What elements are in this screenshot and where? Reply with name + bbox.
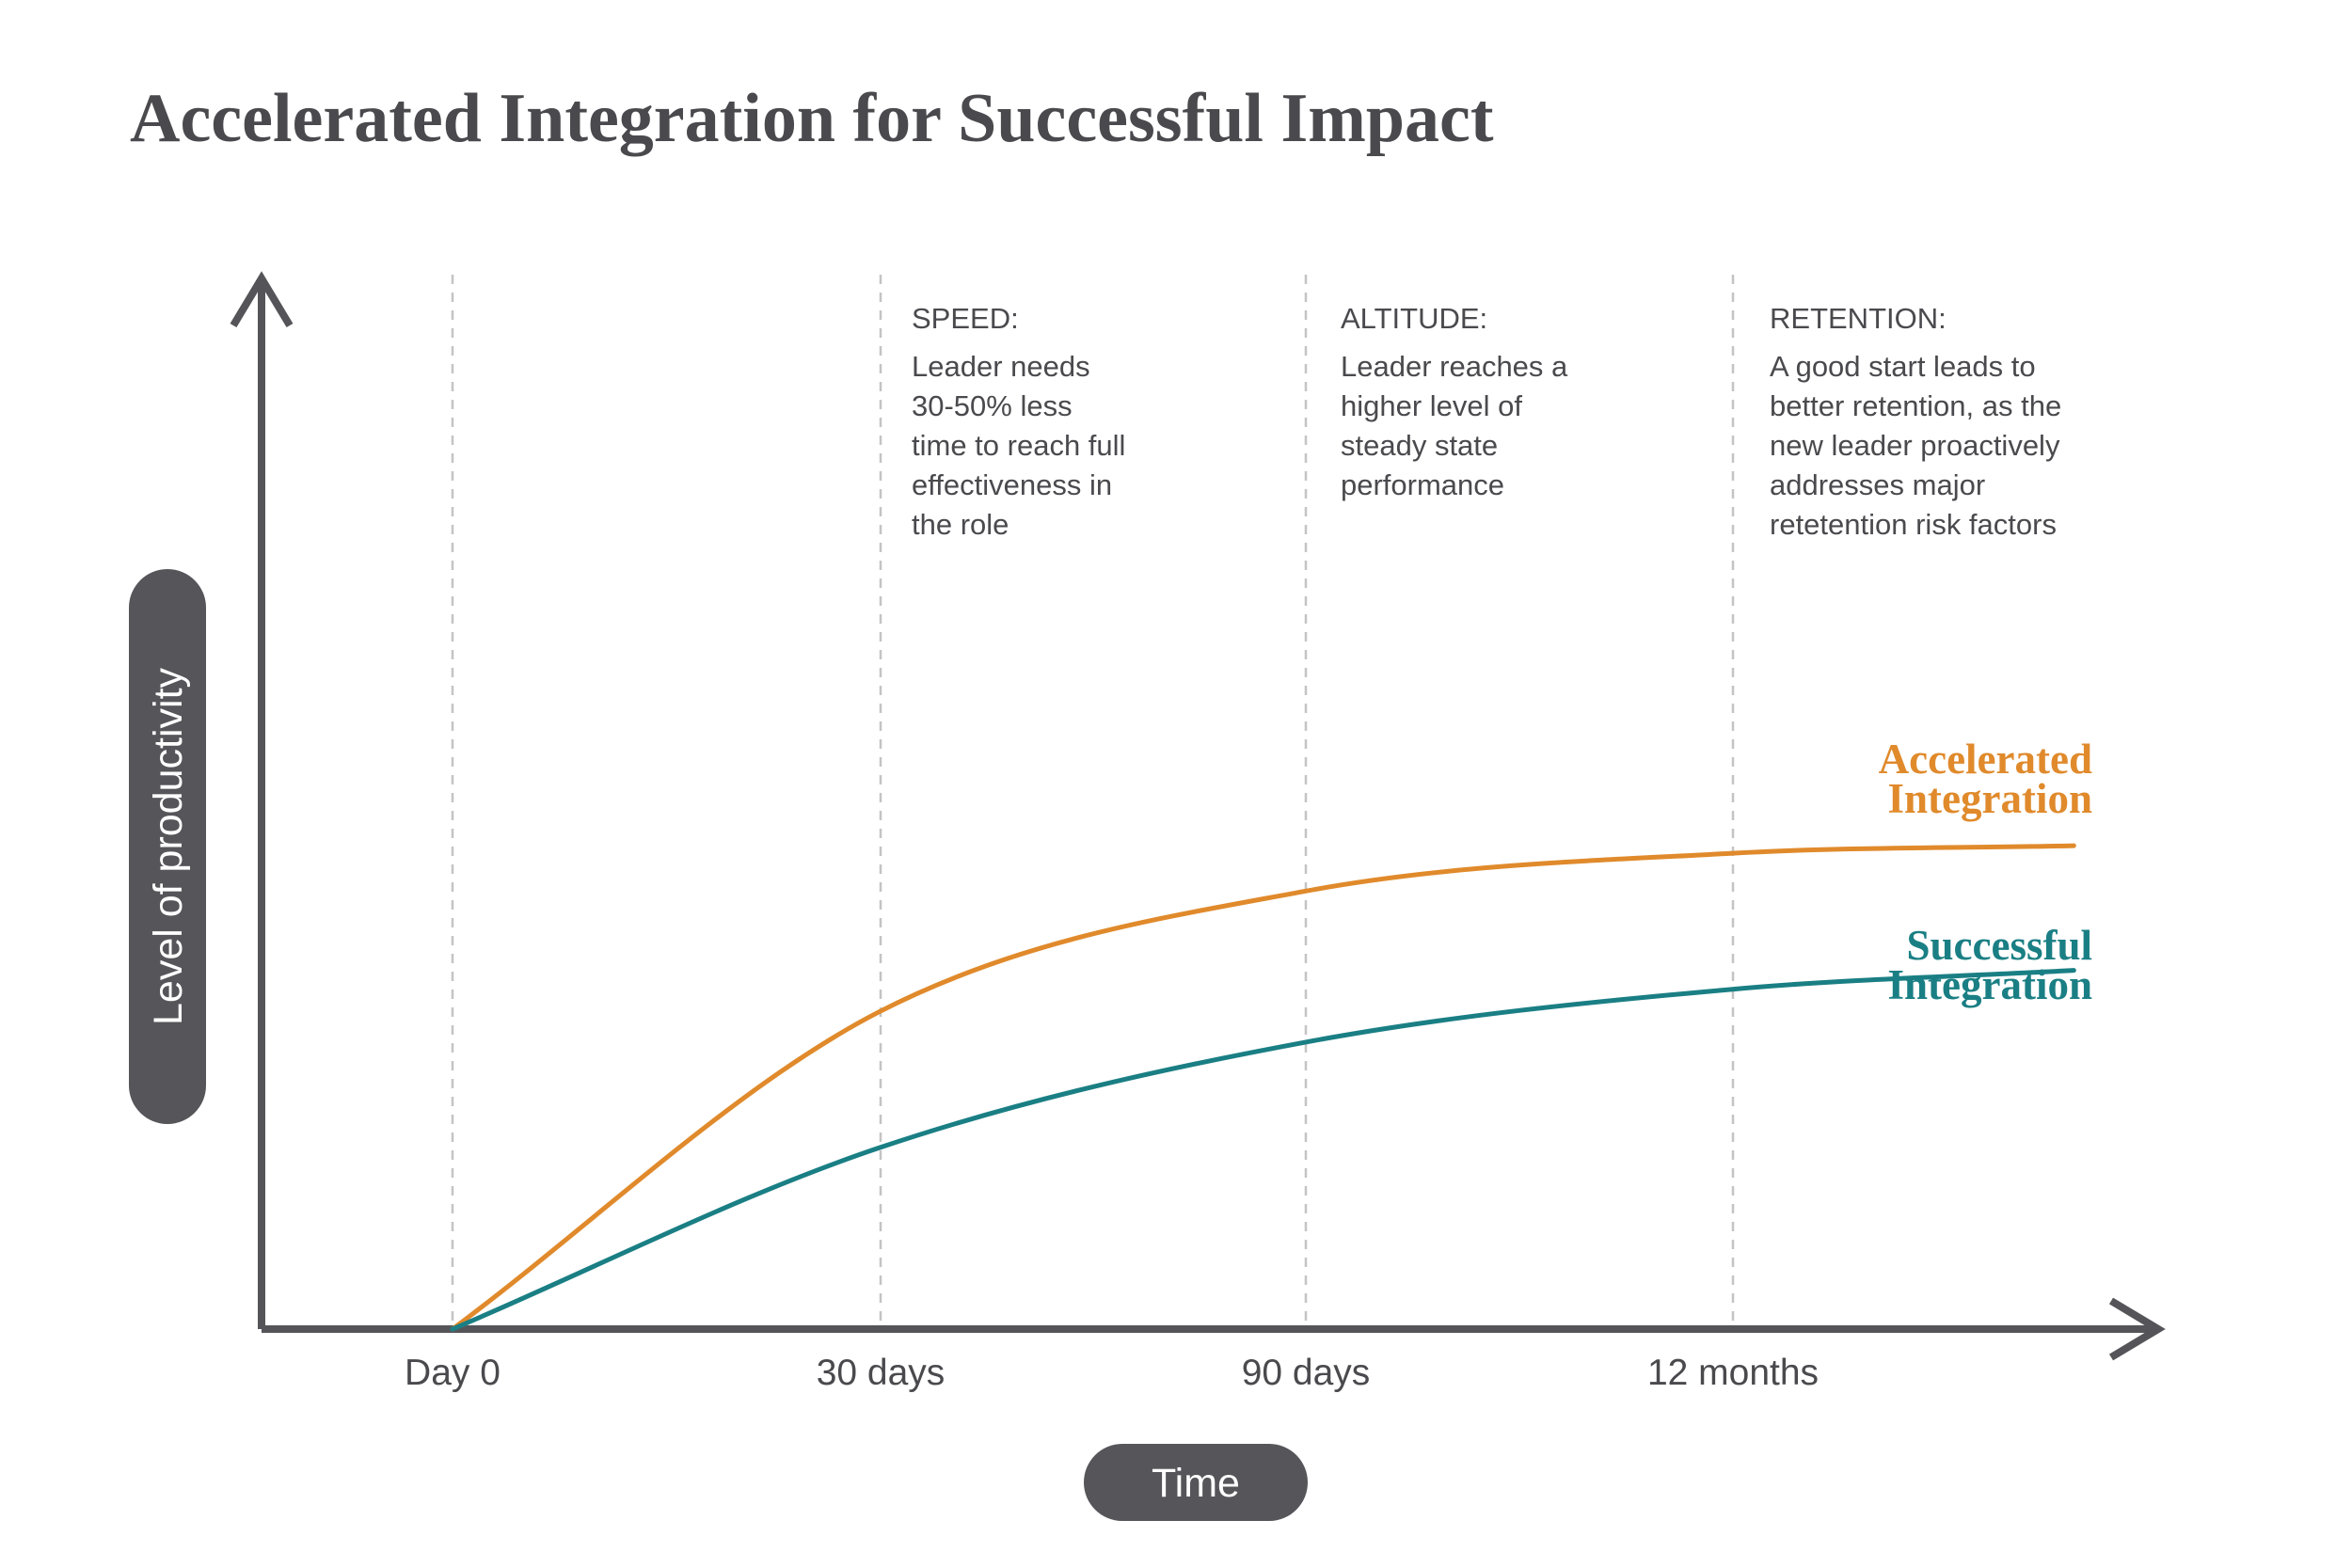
x-axis-arrowhead	[2108, 1297, 2166, 1361]
series-lines	[450, 843, 2076, 1332]
y-axis-label-pill: Level of productivity	[129, 569, 206, 1124]
annotation-line: 30-50% less	[912, 389, 1073, 422]
x-tick-labels: Day 0 30 days 90 days 12 months	[405, 1353, 1819, 1393]
series-label: Accelerated	[1879, 736, 2092, 783]
x-axis-label-pill: Time	[1084, 1444, 1308, 1521]
chart-title: Accelerated Integration for Successful I…	[130, 80, 1494, 157]
y-axis-label: Level of productivity	[146, 667, 191, 1025]
annotation-line: the role	[912, 508, 1009, 541]
x-tick-label: 30 days	[817, 1353, 946, 1393]
milestone-gridlines	[451, 275, 1735, 1329]
series-label: Successful	[1906, 922, 2092, 969]
annotation-line: performance	[1341, 468, 1504, 501]
annotation-line: better retention, as the	[1770, 389, 2061, 422]
series-labels: AcceleratedIntegrationSuccessfulIntegrat…	[1879, 736, 2092, 1008]
annotation-heading: ALTITUDE:	[1341, 302, 1487, 335]
annotation-heading: SPEED:	[912, 302, 1019, 335]
axes	[230, 271, 2166, 1361]
x-tick-label: 12 months	[1647, 1353, 1819, 1393]
annotation-line: new leader proactively	[1770, 429, 2060, 462]
series-line-accelerated	[450, 843, 2076, 1332]
annotation-line: A good start leads to	[1770, 350, 2036, 383]
annotation-line: Leader reaches a	[1341, 350, 1568, 383]
annotation-line: higher level of	[1341, 389, 1522, 422]
y-axis-arrowhead	[230, 271, 294, 328]
milestone-annotations: SPEED: Leader needs 30-50% less time to rea…	[912, 302, 2061, 541]
x-tick-label: Day 0	[405, 1353, 501, 1393]
annotation-line: Leader needs	[912, 350, 1090, 383]
annotation-line: steady state	[1341, 429, 1498, 462]
annotation-heading: RETENTION:	[1770, 302, 1947, 335]
series-label: Integration	[1888, 961, 2093, 1008]
series-line-successful	[450, 968, 2076, 1332]
annotation-line: addresses major	[1770, 468, 1985, 501]
x-tick-label: 90 days	[1242, 1353, 1371, 1393]
annotation-line: time to reach full	[912, 429, 1125, 462]
annotation-line: retetention risk factors	[1770, 508, 2057, 541]
series-label: Integration	[1888, 775, 2093, 822]
annotation-line: effectiveness in	[912, 468, 1112, 501]
x-axis-label: Time	[1152, 1461, 1240, 1506]
